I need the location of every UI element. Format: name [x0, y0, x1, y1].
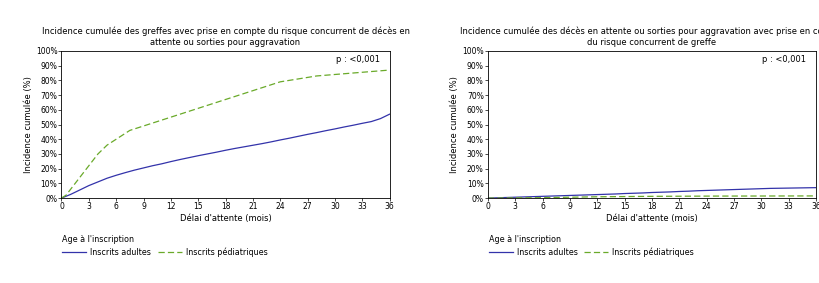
- Legend: Inscrits adultes, Inscrits pédiatriques: Inscrits adultes, Inscrits pédiatriques: [488, 235, 693, 257]
- Text: p : <0,001: p : <0,001: [335, 55, 379, 64]
- Legend: Inscrits adultes, Inscrits pédiatriques: Inscrits adultes, Inscrits pédiatriques: [62, 235, 267, 257]
- Y-axis label: Incidence cumulée (%): Incidence cumulée (%): [450, 76, 459, 173]
- Y-axis label: Incidence cumulée (%): Incidence cumulée (%): [24, 76, 33, 173]
- Title: Incidence cumulée des greffes avec prise en compte du risque concurrent de décès: Incidence cumulée des greffes avec prise…: [42, 26, 409, 47]
- Text: p : <0,001: p : <0,001: [761, 55, 805, 64]
- Title: Incidence cumulée des décès en attente ou sorties pour aggravation avec prise en: Incidence cumulée des décès en attente o…: [459, 26, 819, 47]
- X-axis label: Délai d'attente (mois): Délai d'attente (mois): [179, 214, 271, 223]
- X-axis label: Délai d'attente (mois): Délai d'attente (mois): [605, 214, 697, 223]
